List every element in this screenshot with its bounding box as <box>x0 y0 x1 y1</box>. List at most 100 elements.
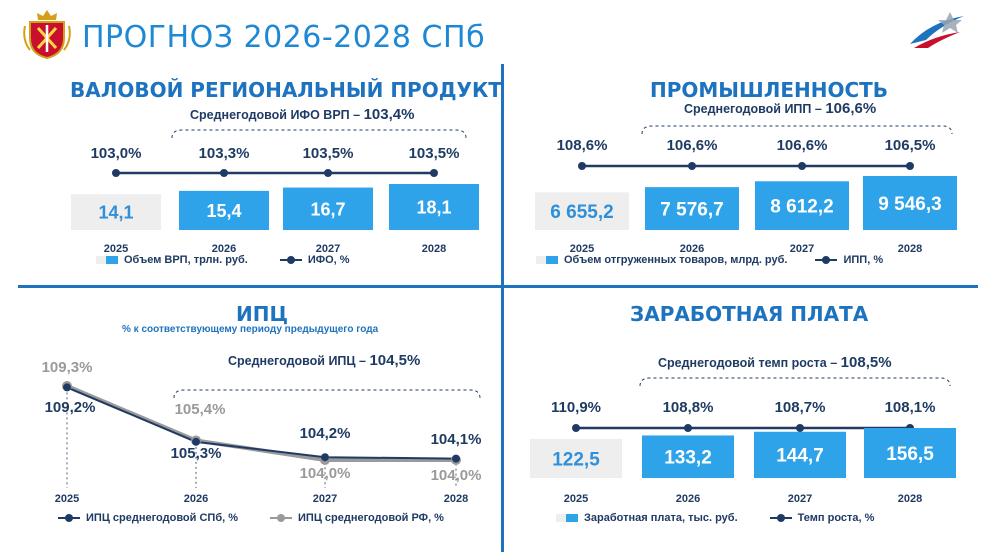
vrp-legend: Объем ВРП, трлн. руб. ИФО, % <box>96 254 350 266</box>
zp-legend-line-label: Темп роста, % <box>797 512 875 524</box>
prom-bar <box>535 192 629 230</box>
vrp-average-bracket <box>171 129 467 139</box>
page-title: ПРОГНОЗ 2026-2028 СПб <box>82 20 486 55</box>
vrp-legend-line-swatch <box>279 255 302 265</box>
prom-bar-label: 8 612,2 <box>770 196 833 217</box>
vrp-line-label: 103,5% <box>303 145 354 162</box>
zp-line-point <box>796 424 804 432</box>
zp-line-point <box>684 424 692 432</box>
zp-average: Среднегодовой темп роста – 108,5% <box>658 354 892 371</box>
prom-line-point <box>906 162 914 170</box>
prom-average-value: 106,6% <box>825 100 877 117</box>
vrp-line-label: 103,5% <box>409 145 460 162</box>
ipc-category-label: 2025 <box>55 493 79 505</box>
prom-title: ПРОМЫШЛЕННОСТЬ <box>650 78 889 102</box>
zp-line-label: 110,9% <box>551 399 601 416</box>
vrp-bar <box>283 187 373 230</box>
zp-bar <box>754 431 846 478</box>
page-header: ПРОГНОЗ 2026-2028 СПб <box>0 0 990 66</box>
ipc-average-bracket <box>173 389 481 399</box>
vrp-legend-bar-label: Объем ВРП, трлн. руб. <box>124 254 248 266</box>
zp-legend-bar-swatch <box>566 514 578 522</box>
vrp-bar-label: 14,1 <box>98 203 133 223</box>
prom-line-point <box>688 162 696 170</box>
ipc-average: Среднегодовой ИПЦ – 104,5% <box>228 352 420 369</box>
vrp-category-label: 2028 <box>422 243 446 255</box>
vrp-line-point <box>112 169 120 177</box>
zp-title: ЗАРАБОТНАЯ ПЛАТА <box>630 302 869 326</box>
vrp-chart: 103,0% 103,3% 103,5% 103,5% 14,1 2025 15,4 2026… <box>71 129 479 255</box>
prom-bar-label: 9 546,3 <box>878 194 941 215</box>
vrp-average: Среднегодовой ИФО ВРП – 103,4% <box>190 106 414 123</box>
zp-category-label: 2026 <box>676 493 700 505</box>
swoosh-logo-icon <box>910 12 964 48</box>
zp-bar-label: 122,5 <box>552 449 600 470</box>
zp-bar <box>530 438 622 478</box>
prom-legend: Объем отгруженных товаров, млрд. руб. ИП… <box>536 254 883 266</box>
ipc-legend-spb-label: ИПЦ среднегодовой СПб, % <box>86 512 239 524</box>
zp-legend-base-swatch <box>556 514 570 522</box>
zp-panel: ЗАРАБОТНАЯ ПЛАТА Среднегодовой темп рост… <box>500 288 990 557</box>
zp-bar <box>642 435 734 478</box>
ipc-rf-label: 104,0% <box>300 465 351 482</box>
prom-bar <box>863 176 957 230</box>
zp-legend-bar-label: Заработная плата, тыс. руб. <box>584 512 738 524</box>
vrp-average-label: Среднегодовой ИФО ВРП – <box>190 108 361 122</box>
vrp-category-label: 2027 <box>316 243 340 255</box>
vrp-line-point <box>220 169 228 177</box>
ipc-spb-point <box>452 454 460 463</box>
prom-bar <box>755 181 849 230</box>
zp-line-label: 108,8% <box>663 399 714 416</box>
zp-legend: Заработная плата, тыс. руб. Темп роста, … <box>556 512 874 524</box>
zp-category-label: 2027 <box>788 493 812 505</box>
zp-bar <box>864 428 956 478</box>
zp-line-label: 108,7% <box>775 399 826 416</box>
prom-line-point <box>798 162 806 170</box>
prom-legend-line-swatch <box>815 255 838 265</box>
ipc-panel: ИПЦ % к соответствующему периоду предыду… <box>0 288 500 557</box>
zp-average-bracket <box>639 377 951 387</box>
zp-bar-label: 144,7 <box>776 446 824 467</box>
prom-panel: ПРОМЫШЛЕННОСТЬ Среднегодовой ИПП – 106,6… <box>500 66 990 284</box>
ipc-category-label: 2027 <box>313 493 337 505</box>
prom-chart: 108,6% 106,6% 106,6% 106,5% 6 655,2 2025 7 576… <box>535 125 957 255</box>
ipc-spb-label: 109,2% <box>45 399 96 416</box>
ipc-title: ИПЦ <box>236 302 289 326</box>
ipc-rf-label: 104,0% <box>431 467 482 484</box>
prom-bar <box>645 187 739 230</box>
zp-category-label: 2025 <box>564 493 588 505</box>
prom-line-label: 108,6% <box>557 137 608 154</box>
zp-line-label: 108,1% <box>885 399 936 416</box>
vrp-line-point <box>430 169 438 177</box>
prom-category-label: 2027 <box>790 243 814 255</box>
ipc-average-value: 104,5% <box>369 352 421 369</box>
vrp-legend-line-label: ИФО, % <box>307 254 350 266</box>
prom-line-point <box>578 162 586 170</box>
vrp-legend-bar-swatch <box>106 256 118 264</box>
zp-chart: 110,9% 108,8% 108,7% 108,1% 122,5 2025 133,2 20… <box>530 377 956 505</box>
prom-legend-base-swatch <box>536 256 550 264</box>
ipc-category-label: 2026 <box>184 493 208 505</box>
prom-line-label: 106,6% <box>667 137 718 154</box>
ipc-rf-label: 109,3% <box>42 359 93 376</box>
ipc-spb-line <box>66 386 457 460</box>
prom-legend-line-label: ИПП, % <box>843 254 884 266</box>
vrp-line-point <box>324 169 332 177</box>
zp-legend-line-swatch <box>769 513 792 523</box>
zp-line-point <box>572 424 580 432</box>
spb-coat-of-arms-icon <box>23 10 71 60</box>
vrp-bar-label: 18,1 <box>416 197 451 217</box>
ipc-spb-point <box>192 437 200 446</box>
ipc-average-label: Среднегодовой ИПЦ – <box>228 354 366 368</box>
zp-average-value: 108,5% <box>840 354 892 371</box>
vrp-average-value: 103,4% <box>363 106 415 123</box>
vertical-divider <box>501 64 504 552</box>
vrp-bar <box>389 184 479 230</box>
vrp-bar <box>179 190 269 230</box>
ipc-spb-label: 104,1% <box>431 431 482 448</box>
ipc-spb-label: 104,2% <box>300 425 351 442</box>
vrp-line-label: 103,3% <box>199 145 250 162</box>
vrp-legend-base-swatch <box>96 256 110 264</box>
ipc-chart: 109,3% 105,4% 104,0% 104,0% 109,2% 105,3% 104,… <box>42 359 482 505</box>
prom-legend-bar-swatch <box>546 256 558 264</box>
